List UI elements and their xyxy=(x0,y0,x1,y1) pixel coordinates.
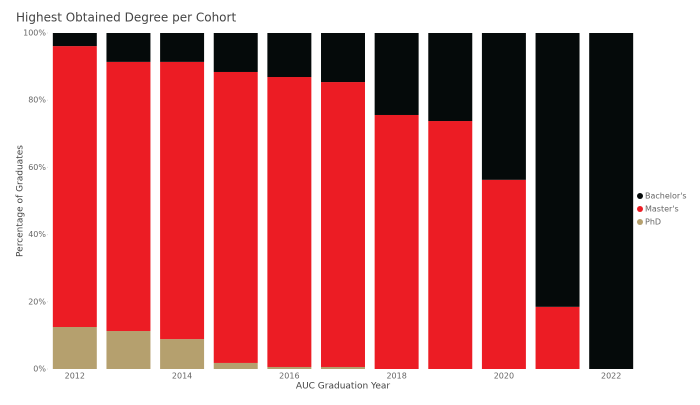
bar-segment xyxy=(106,61,151,332)
bar-segment xyxy=(321,366,365,369)
bar-segment xyxy=(160,339,205,369)
y-tick-label: 20% xyxy=(28,297,46,306)
x-tick-label: 2022 xyxy=(601,372,621,381)
bar-segment xyxy=(481,179,526,369)
x-tick-label: 2018 xyxy=(386,372,406,381)
bar-segment xyxy=(160,61,205,340)
bar-segment xyxy=(374,33,419,115)
bar-segment xyxy=(374,114,419,369)
bar-segment xyxy=(106,331,151,369)
x-tick-label: 2014 xyxy=(172,372,192,381)
y-tick-label: 60% xyxy=(28,163,46,172)
bar-segment xyxy=(213,33,258,72)
legend-swatch xyxy=(637,219,643,225)
legend-swatch xyxy=(637,206,643,212)
bar-segment xyxy=(213,71,258,363)
bar-segment xyxy=(321,82,365,367)
bar-segment xyxy=(321,33,365,83)
bar-segment xyxy=(535,306,580,369)
y-tick-label: 80% xyxy=(28,96,46,105)
bar-segment xyxy=(589,33,634,369)
bar-segment xyxy=(267,366,312,369)
legend-swatch xyxy=(637,193,643,199)
bar-segment xyxy=(160,33,205,62)
x-tick-label: 2016 xyxy=(279,372,299,381)
y-tick-label: 100% xyxy=(23,29,46,38)
bar-segment xyxy=(52,327,97,369)
y-tick-label: 40% xyxy=(28,230,46,239)
bar-segment xyxy=(52,33,97,47)
legend-label: Master's xyxy=(645,205,679,214)
bar-segment xyxy=(106,33,151,62)
x-tick-label: 2020 xyxy=(494,372,514,381)
bar-segment xyxy=(481,33,526,180)
bar-segment xyxy=(213,362,258,369)
y-tick-label: 0% xyxy=(33,365,46,374)
bar-segment xyxy=(267,77,312,367)
chart-title: Highest Obtained Degree per Cohort xyxy=(16,11,236,25)
bar-segment xyxy=(267,33,312,78)
x-axis-title: AUC Graduation Year xyxy=(296,382,390,392)
legend-label: PhD xyxy=(645,218,661,227)
bar-segment xyxy=(52,46,97,327)
bar-segment xyxy=(428,121,473,369)
bar-segment xyxy=(535,33,580,307)
x-tick-label: 2012 xyxy=(65,372,85,381)
bar-segment xyxy=(428,33,473,122)
legend-label: Bachelor's xyxy=(645,192,687,201)
y-axis-title: Percentage of Graduates xyxy=(16,145,26,257)
